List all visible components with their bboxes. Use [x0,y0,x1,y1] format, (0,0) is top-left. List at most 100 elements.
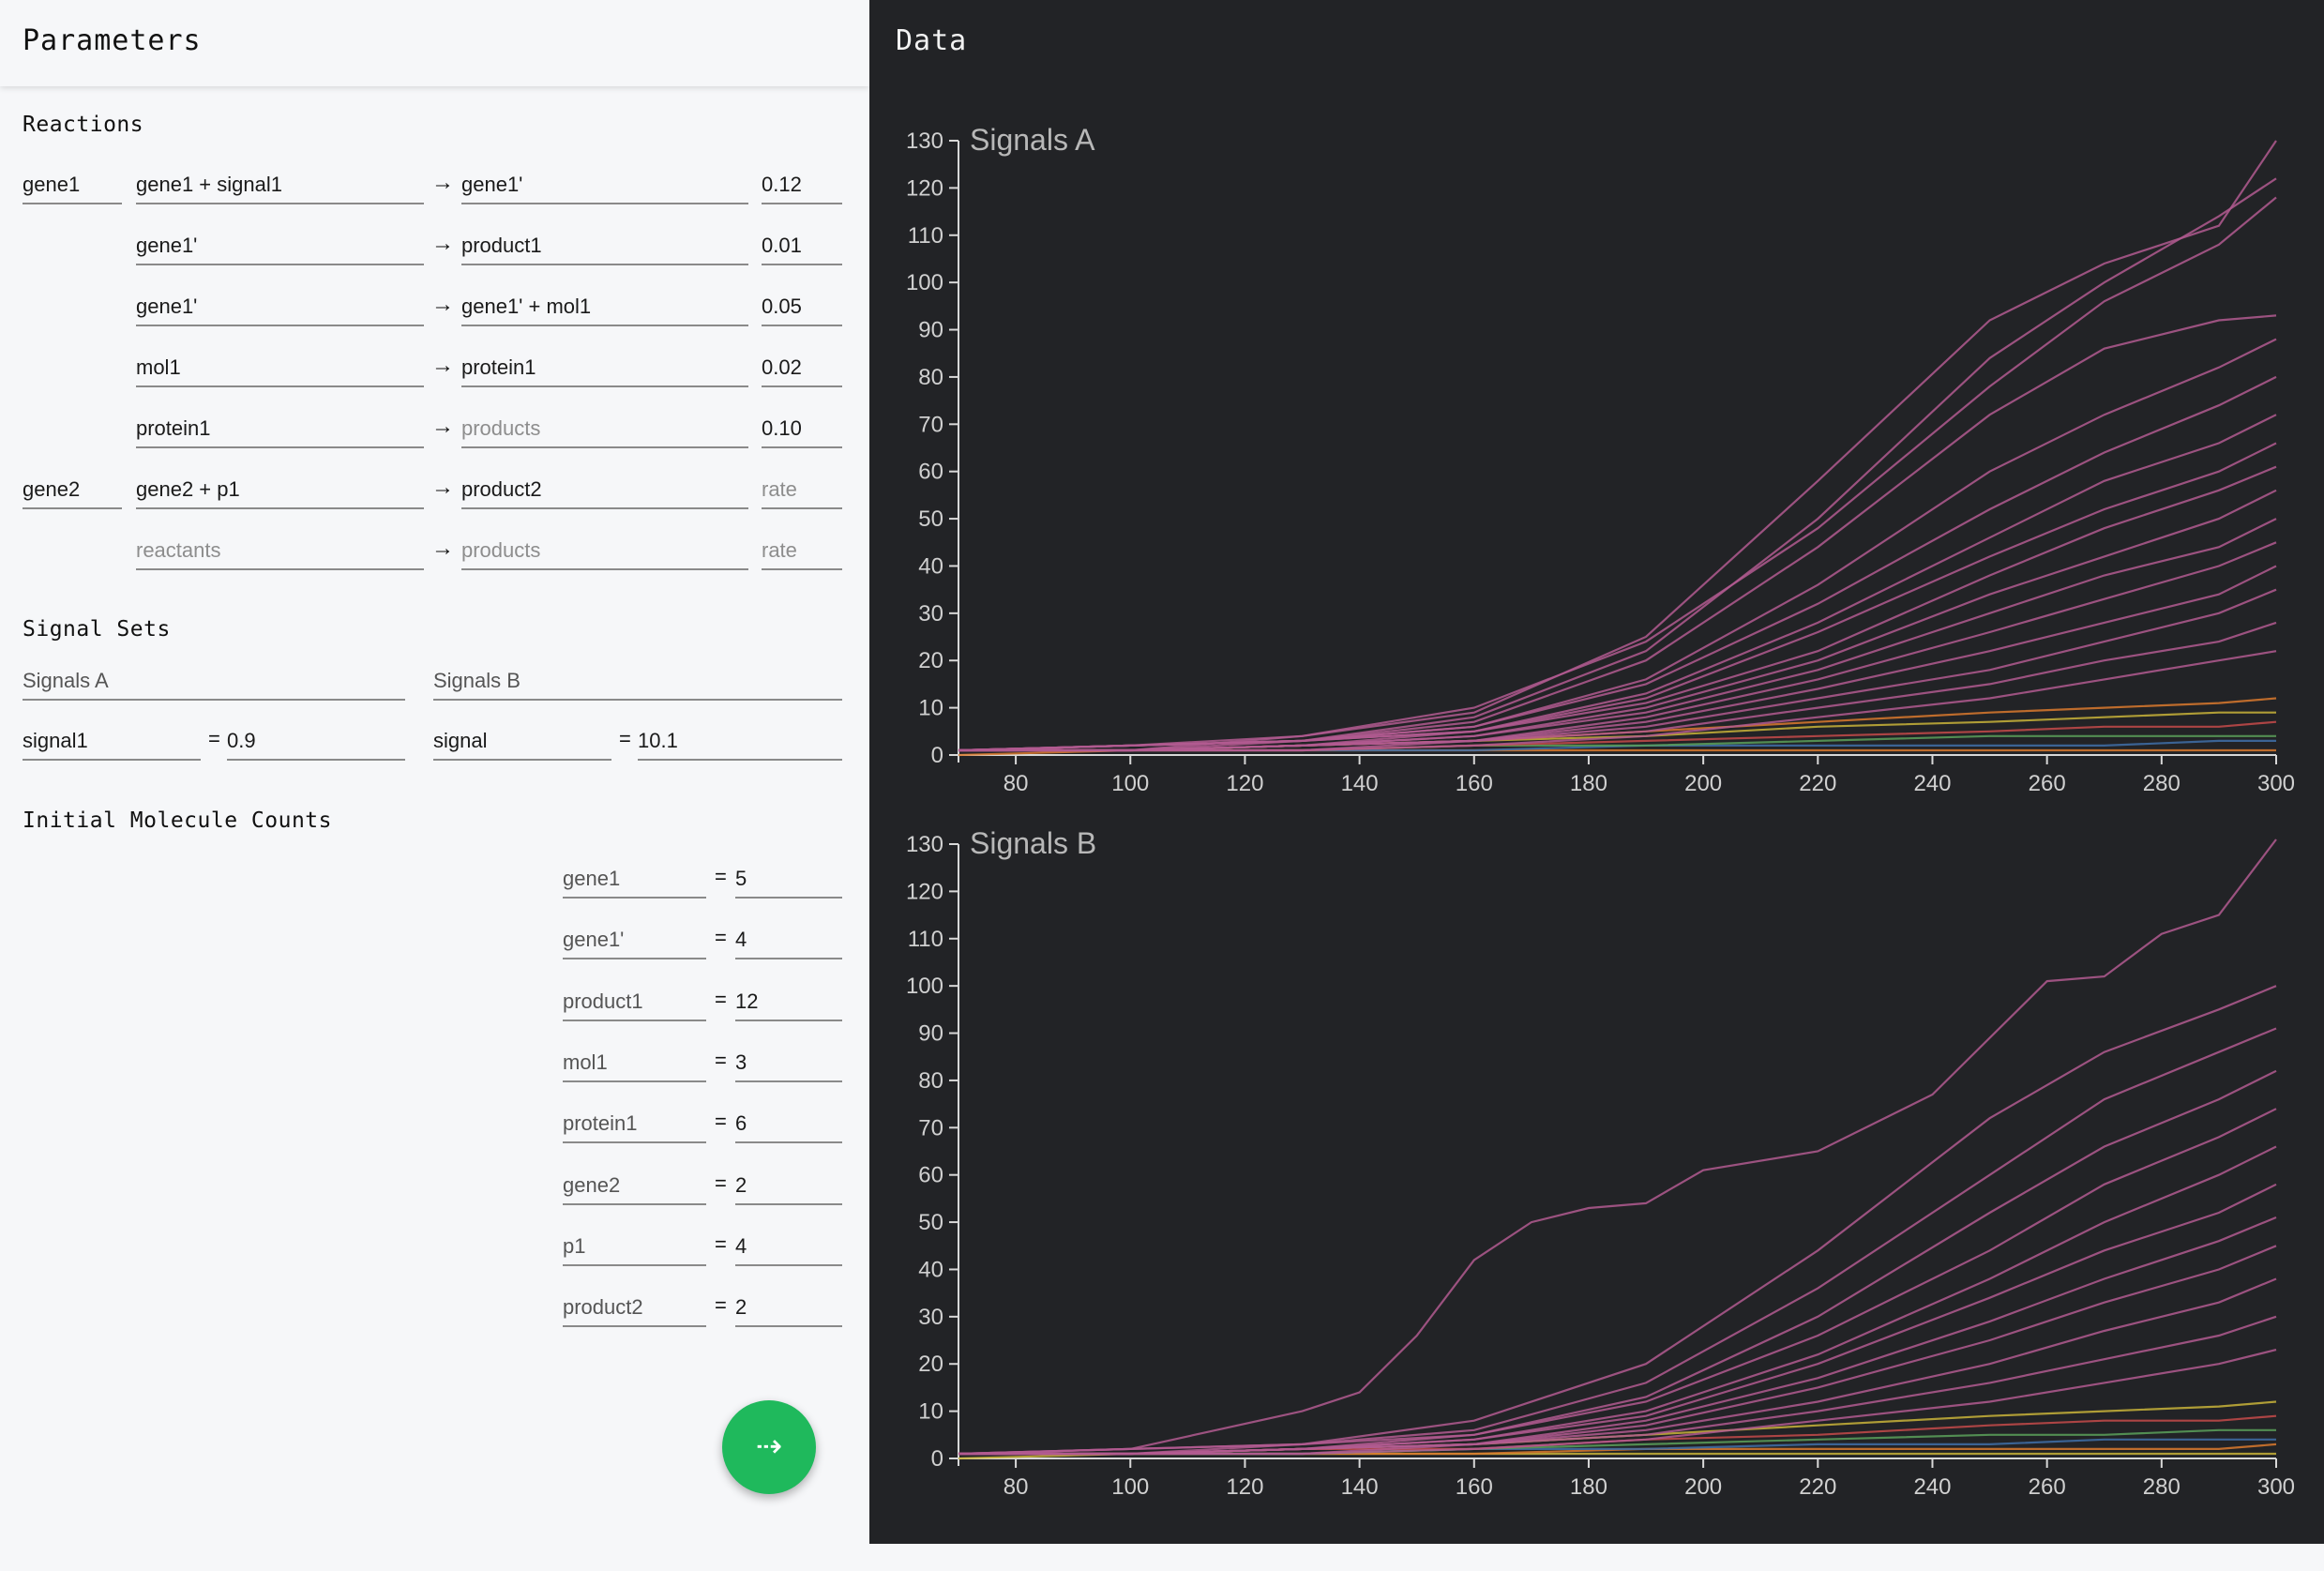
products-field[interactable]: gene1' [461,171,748,204]
series-line [958,838,2277,1456]
reactants-field[interactable]: gene2 + p1 [136,476,424,509]
molecule-count-field[interactable]: 3 [735,1049,842,1082]
y-tick-label: 50 [918,1210,943,1235]
reactants-field[interactable]: gene1 + signal1 [136,171,424,204]
reactants-field[interactable]: protein1 [136,415,424,448]
rate-field[interactable]: 0.05 [762,293,842,326]
parameters-title: Parameters [23,24,202,57]
molecule-name-field[interactable]: product2 [563,1293,706,1328]
y-tick-label: 60 [918,460,943,485]
series-line [958,1315,2277,1456]
molecule-count-field[interactable]: 5 [735,865,842,899]
chart-title: Signals A [970,123,1095,157]
signals-a-chart: 0 10 20 30 40 50 60 70 80 90 100 110 120 130 80 100 120 1… [906,123,2295,796]
rate-field[interactable]: 0.02 [762,354,842,387]
series-line [958,196,2277,752]
equals-sign: = [715,987,727,1011]
y-tick-label: 100 [906,270,943,295]
products-field[interactable]: product1 [461,232,748,265]
x-tick-label: 260 [2029,1474,2066,1500]
y-tick-label: 90 [918,1021,943,1047]
x-tick-label: 100 [1111,771,1149,796]
x-tick-label: 100 [1111,1474,1149,1500]
molecule-count-field[interactable]: 2 [735,1171,842,1205]
equals-sign: = [715,1048,727,1072]
x-tick-label: 220 [1799,1474,1836,1500]
reaction-arrow-icon: → [431,170,454,195]
reaction-arrow-icon: → [431,231,454,256]
signal-set-name-field[interactable]: Signals A [23,667,405,701]
series-line [958,489,2277,752]
rate-field[interactable]: 0.01 [762,232,842,265]
equals-sign: = [715,1293,727,1318]
x-tick-label: 140 [1341,1474,1379,1500]
reaction-arrow-icon: → [431,475,454,500]
data-title: Data [896,24,968,57]
y-tick-label: 100 [906,974,943,999]
reactants-field[interactable]: reactants [136,536,424,570]
y-tick-label: 120 [906,879,943,904]
run-simulation-button[interactable]: ⇢ [722,1400,816,1494]
products-field[interactable]: product2 [461,476,748,509]
signal-name-field[interactable]: signal1 [23,727,201,761]
molecule-count-field[interactable]: 4 [735,926,842,960]
molecule-count-field[interactable]: 4 [735,1232,842,1266]
molecule-name-field[interactable]: gene2 [563,1171,706,1205]
y-tick-label: 90 [918,318,943,343]
equals-sign: = [619,727,631,750]
molecule-name-field[interactable]: product1 [563,988,706,1021]
rate-field[interactable]: 0.12 [762,171,842,204]
reactants-field[interactable]: mol1 [136,354,424,387]
molecule-name-field[interactable]: gene1 [563,865,706,899]
products-field[interactable]: protein1 [461,354,748,387]
reaction-gene-field[interactable]: gene2 [23,476,122,509]
signal-set-name-field[interactable]: Signals B [433,667,842,701]
x-tick-label: 240 [1913,771,1951,796]
x-tick-label: 220 [1799,771,1836,796]
y-tick-label: 40 [918,1257,943,1282]
rate-field[interactable]: rate [762,476,842,509]
y-tick-label: 60 [918,1163,943,1188]
y-tick-label: 70 [918,412,943,437]
x-tick-label: 180 [1570,771,1607,796]
signal-name-field[interactable]: signal [433,727,611,761]
reaction-arrow-icon: → [431,536,454,561]
reactions-heading: Reactions [23,113,144,137]
molecule-count-field[interactable]: 6 [735,1110,842,1144]
x-tick-label: 120 [1226,1474,1263,1500]
products-field[interactable]: gene1' + mol1 [461,293,748,326]
y-tick-label: 30 [918,601,943,627]
y-tick-label: 110 [908,927,943,952]
equals-sign: = [715,1231,727,1256]
x-tick-label: 120 [1226,771,1263,796]
molecule-name-field[interactable]: gene1' [563,926,706,960]
molecule-count-field[interactable]: 2 [735,1293,842,1328]
reaction-arrow-icon: → [431,414,454,439]
data-panel: Data 0 10 20 30 40 50 60 70 80 90 100 110 120 130 80 10… [869,0,2324,1544]
signal-value-field[interactable]: 10.1 [638,727,842,761]
series-line [958,518,2277,752]
x-tick-label: 160 [1456,771,1493,796]
series-line [958,314,2277,752]
equals-sign: = [715,865,727,888]
molecule-count-field[interactable]: 12 [735,988,842,1021]
y-tick-label: 20 [918,1352,943,1377]
rate-field[interactable]: rate [762,536,842,570]
signal-sets-heading: Signal Sets [23,617,171,642]
y-tick-label: 10 [918,1399,943,1425]
products-field[interactable]: products [461,536,748,570]
molecule-name-field[interactable]: protein1 [563,1110,706,1144]
molecule-name-field[interactable]: mol1 [563,1049,706,1082]
molecule-name-field[interactable]: p1 [563,1232,706,1266]
x-tick-label: 240 [1913,1474,1951,1500]
rate-field[interactable]: 0.10 [762,415,842,448]
reactants-field[interactable]: gene1' [136,232,424,265]
reactants-field[interactable]: gene1' [136,293,424,326]
series-line [958,1183,2277,1456]
signal-value-field[interactable]: 0.9 [227,727,405,761]
reaction-arrow-icon: → [431,353,454,378]
series-line [958,1108,2277,1456]
reaction-gene-field[interactable]: gene1 [23,171,122,204]
y-tick-label: 10 [918,696,943,721]
products-field[interactable]: products [461,415,748,448]
